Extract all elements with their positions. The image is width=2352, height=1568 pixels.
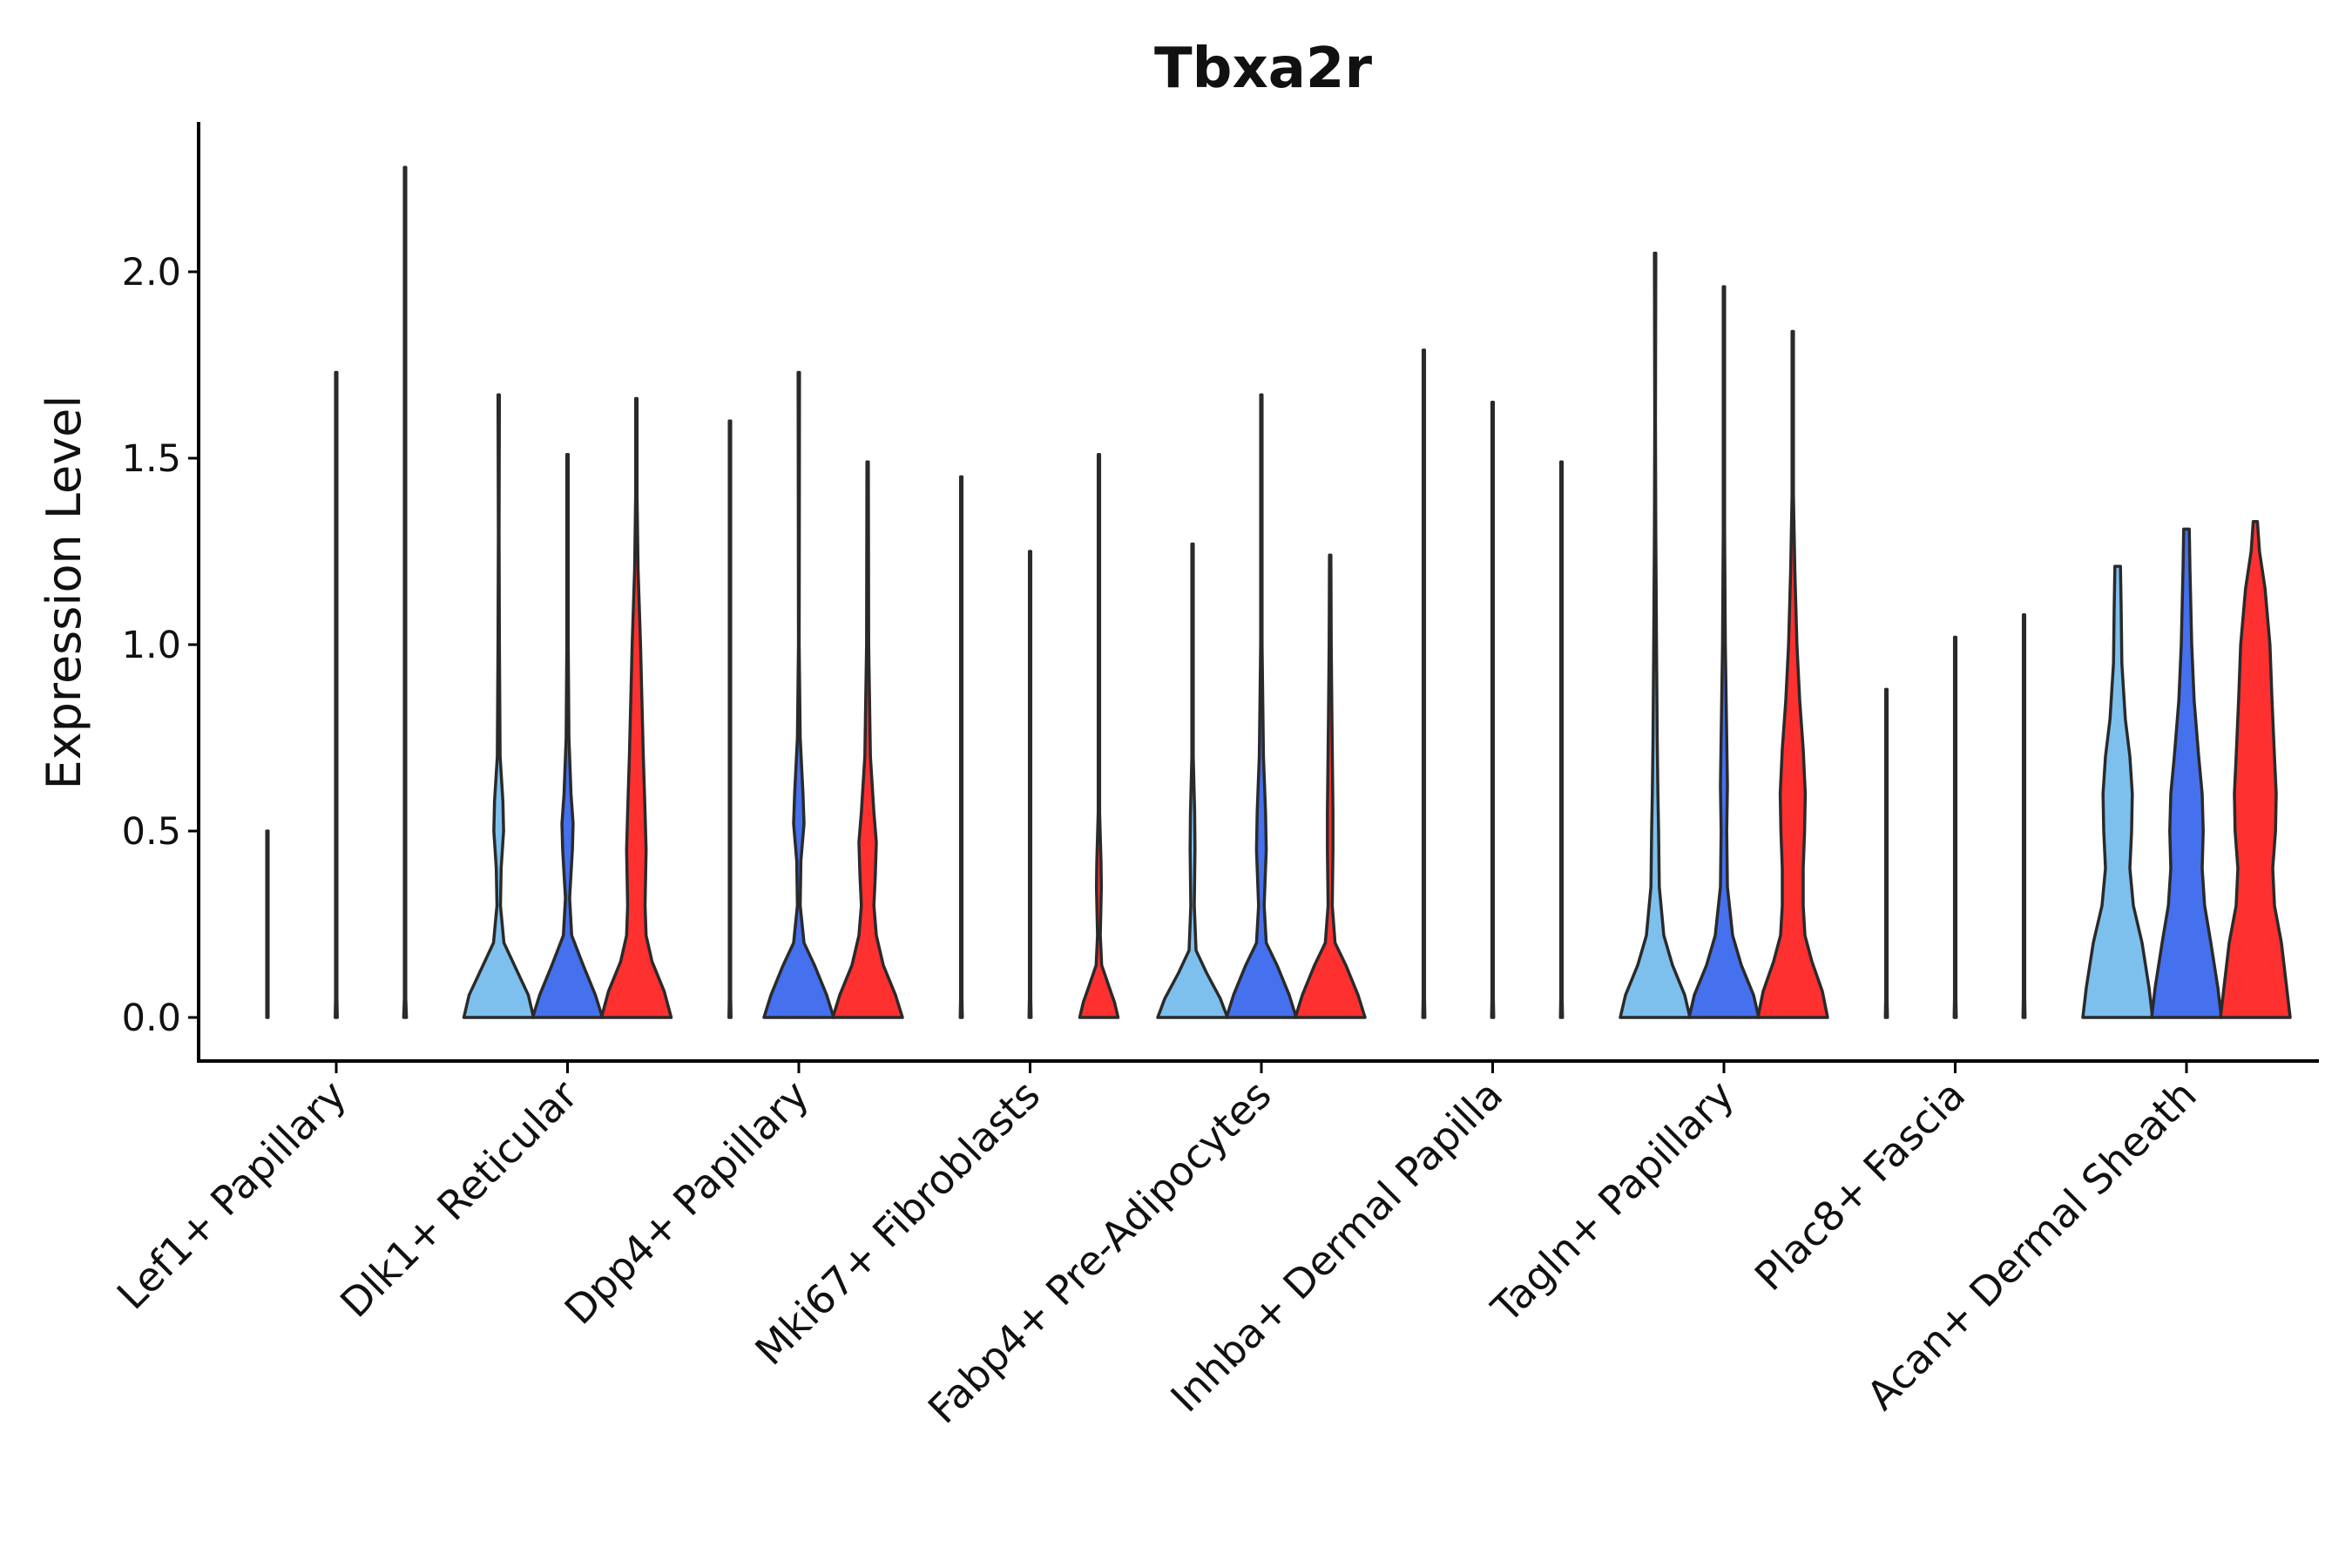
- y-ticks: 0.0 0.5 1.0 1.5 2.0: [122, 251, 199, 1040]
- y-tick-label: 0.0: [122, 997, 181, 1040]
- violin-group-1: [1421, 348, 1427, 1019]
- violin-group-2: [531, 452, 605, 1019]
- violin-group-1: [265, 829, 270, 1019]
- y-tick-label: 1.0: [122, 624, 181, 667]
- y-axis-label: Expression Level: [37, 395, 91, 790]
- x-category-label: Dpp4+ Papillary: [556, 1071, 818, 1334]
- violin-group-1: [727, 419, 733, 1019]
- violins-layer: [265, 166, 2292, 1019]
- violin-group-2: [762, 370, 835, 1019]
- violin-group-2: [1027, 550, 1033, 1019]
- y-tick-label: 0.5: [122, 810, 181, 854]
- violin-group-3: [1078, 452, 1120, 1019]
- violin-group-2: [1490, 401, 1496, 1019]
- violin-group-2: [1952, 635, 1958, 1019]
- violin-group-1: [958, 475, 964, 1019]
- x-category-label: Plac8+ Fascia: [1746, 1071, 1974, 1300]
- violin-group-2: [1225, 393, 1298, 1019]
- violin-group-1: [1156, 542, 1229, 1019]
- violin-group-1: [1619, 251, 1692, 1019]
- violin-group-3: [2219, 520, 2292, 1019]
- violin-group-3: [1294, 553, 1367, 1019]
- violin-group-3: [1558, 460, 1565, 1019]
- x-category-label: Tagln+ Papillary: [1482, 1071, 1743, 1333]
- violin-group-2: [334, 370, 339, 1019]
- violin-group-3: [599, 396, 673, 1019]
- violin-group-1: [2081, 564, 2154, 1019]
- y-tick-label: 2.0: [122, 251, 181, 294]
- x-category-label: Lef1+ Papillary: [108, 1071, 355, 1319]
- violin-group-3: [402, 166, 409, 1019]
- violin-group-1: [462, 393, 536, 1019]
- chart-title: Tbxa2r: [1154, 37, 1372, 101]
- violin-group-2: [2150, 527, 2223, 1019]
- violin-group-1: [1883, 687, 1889, 1019]
- violin-group-2: [1687, 285, 1761, 1019]
- violin-group-3: [1756, 329, 1829, 1019]
- violin-group-3: [2021, 613, 2027, 1019]
- violin-group-3: [831, 460, 904, 1019]
- y-tick-label: 1.5: [122, 437, 181, 481]
- x-category-label: Dlk1+ Reticular: [331, 1071, 586, 1327]
